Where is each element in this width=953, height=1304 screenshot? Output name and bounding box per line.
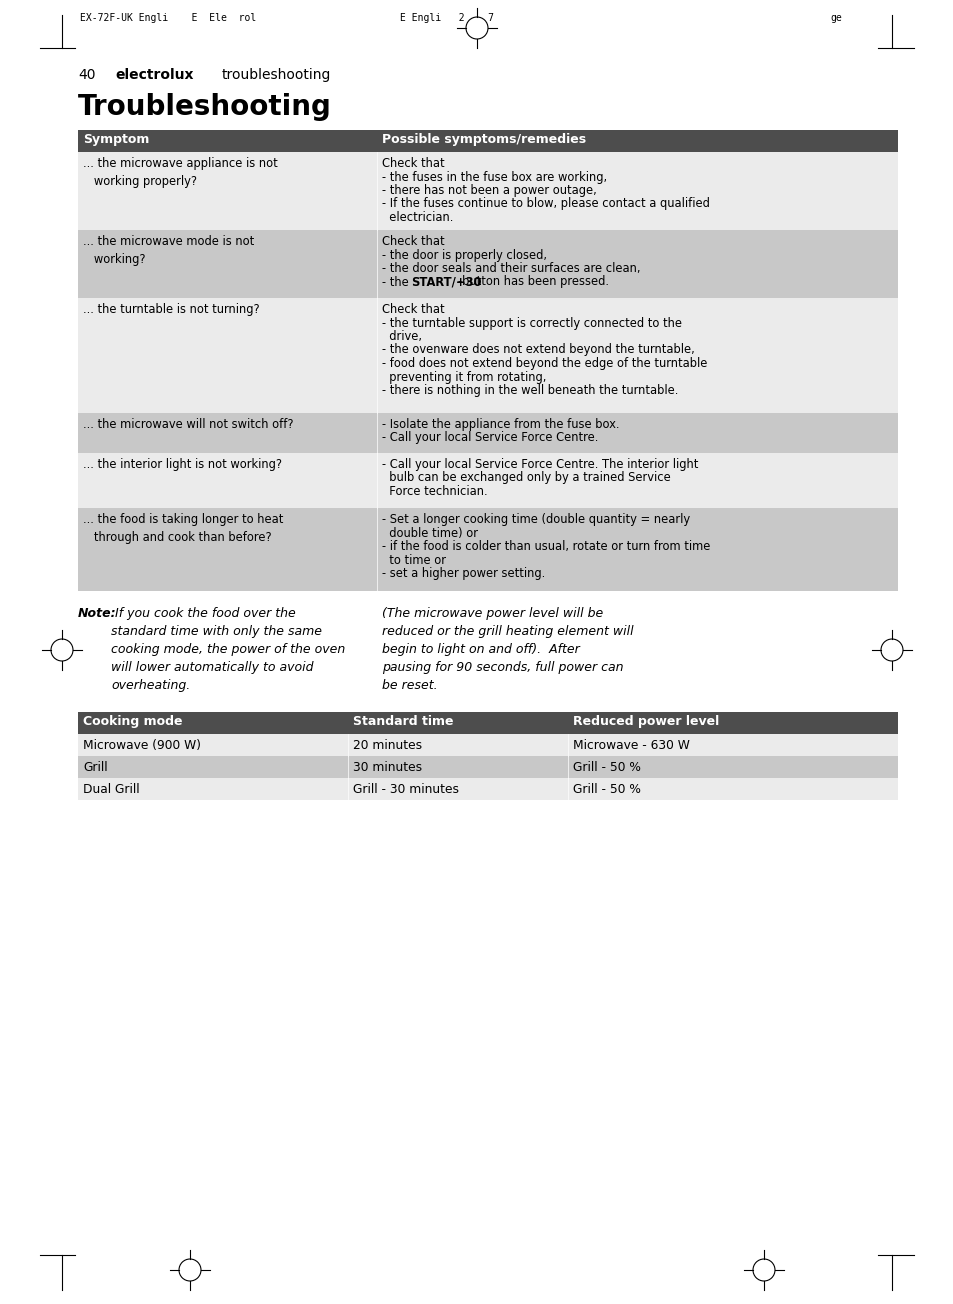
Text: troubleshooting: troubleshooting xyxy=(222,68,331,82)
Text: preventing it from rotating,: preventing it from rotating, xyxy=(381,370,546,383)
Text: electrician.: electrician. xyxy=(381,211,453,224)
Text: bulb can be exchanged only by a trained Service: bulb can be exchanged only by a trained … xyxy=(381,472,670,485)
Text: - if the food is colder than usual, rotate or turn from time: - if the food is colder than usual, rota… xyxy=(381,540,710,553)
Text: Check that: Check that xyxy=(381,235,444,248)
Text: Symptom: Symptom xyxy=(83,133,150,146)
Text: ... the interior light is not working?: ... the interior light is not working? xyxy=(83,458,282,471)
Text: Troubleshooting: Troubleshooting xyxy=(78,93,332,121)
Text: Grill - 50 %: Grill - 50 % xyxy=(573,782,640,795)
Text: - food does not extend beyond the edge of the turntable: - food does not extend beyond the edge o… xyxy=(381,357,706,370)
Text: - Isolate the appliance from the fuse box.: - Isolate the appliance from the fuse bo… xyxy=(381,419,618,432)
Text: ... the microwave will not switch off?: ... the microwave will not switch off? xyxy=(83,419,294,432)
Text: ... the microwave appliance is not
   working properly?: ... the microwave appliance is not worki… xyxy=(83,156,277,188)
Text: Dual Grill: Dual Grill xyxy=(83,782,139,795)
Text: Grill: Grill xyxy=(83,762,108,775)
Text: 40: 40 xyxy=(78,68,95,82)
Text: (The microwave power level will be
reduced or the grill heating element will
beg: (The microwave power level will be reduc… xyxy=(381,606,633,692)
Text: - Call your local Service Force Centre. The interior light: - Call your local Service Force Centre. … xyxy=(381,458,698,471)
Text: Check that: Check that xyxy=(381,156,444,170)
Text: to time or: to time or xyxy=(381,553,446,566)
Bar xyxy=(78,712,897,734)
Text: If you cook the food over the
standard time with only the same
cooking mode, the: If you cook the food over the standard t… xyxy=(111,606,345,692)
Text: 30 minutes: 30 minutes xyxy=(353,762,421,775)
Text: Microwave (900 W): Microwave (900 W) xyxy=(83,739,201,752)
Text: 20 minutes: 20 minutes xyxy=(353,739,421,752)
Text: - If the fuses continue to blow, please contact a qualified: - If the fuses continue to blow, please … xyxy=(381,197,709,210)
Text: Cooking mode: Cooking mode xyxy=(83,715,182,728)
Text: E Engli   2    7: E Engli 2 7 xyxy=(399,13,494,23)
Text: - the ovenware does not extend beyond the turntable,: - the ovenware does not extend beyond th… xyxy=(381,343,694,356)
Text: - the fuses in the fuse box are working,: - the fuses in the fuse box are working, xyxy=(381,171,606,184)
Text: Note:: Note: xyxy=(78,606,116,619)
Text: ge: ge xyxy=(829,13,841,23)
Text: double time) or: double time) or xyxy=(381,527,477,540)
Bar xyxy=(78,299,897,413)
Text: Grill - 50 %: Grill - 50 % xyxy=(573,762,640,775)
Text: START/+30: START/+30 xyxy=(411,275,481,288)
Bar xyxy=(78,734,897,756)
Text: electrolux: electrolux xyxy=(115,68,193,82)
Text: -button has been pressed.: -button has been pressed. xyxy=(457,275,609,288)
Text: - the turntable support is correctly connected to the: - the turntable support is correctly con… xyxy=(381,317,681,330)
Text: Standard time: Standard time xyxy=(353,715,453,728)
Text: drive,: drive, xyxy=(381,330,421,343)
Text: - Set a longer cooking time (double quantity = nearly: - Set a longer cooking time (double quan… xyxy=(381,512,689,526)
Text: Check that: Check that xyxy=(381,303,444,316)
Text: Reduced power level: Reduced power level xyxy=(573,715,719,728)
Text: Microwave - 630 W: Microwave - 630 W xyxy=(573,739,689,752)
Text: - the door seals and their surfaces are clean,: - the door seals and their surfaces are … xyxy=(381,262,639,275)
Text: ... the microwave mode is not
   working?: ... the microwave mode is not working? xyxy=(83,235,254,266)
Text: - Call your local Service Force Centre.: - Call your local Service Force Centre. xyxy=(381,432,598,445)
Bar xyxy=(78,778,897,799)
Text: ... the food is taking longer to heat
   through and cook than before?: ... the food is taking longer to heat th… xyxy=(83,512,283,544)
Bar xyxy=(78,452,897,509)
Bar xyxy=(78,509,897,591)
Text: - the door is properly closed,: - the door is properly closed, xyxy=(381,249,546,262)
Text: Grill - 30 minutes: Grill - 30 minutes xyxy=(353,782,458,795)
Text: EX-72F-UK Engli    E  Ele  rol: EX-72F-UK Engli E Ele rol xyxy=(80,13,256,23)
Text: - there has not been a power outage,: - there has not been a power outage, xyxy=(381,184,597,197)
Bar xyxy=(78,413,897,452)
Bar xyxy=(78,230,897,299)
Bar xyxy=(78,130,897,153)
Bar xyxy=(78,153,897,230)
Text: Possible symptoms/remedies: Possible symptoms/remedies xyxy=(381,133,585,146)
Text: Force technician.: Force technician. xyxy=(381,485,487,498)
Bar xyxy=(78,756,897,778)
Text: - there is nothing in the well beneath the turntable.: - there is nothing in the well beneath t… xyxy=(381,383,678,396)
Text: - the: - the xyxy=(381,275,412,288)
Text: ... the turntable is not turning?: ... the turntable is not turning? xyxy=(83,303,259,316)
Text: - set a higher power setting.: - set a higher power setting. xyxy=(381,567,545,580)
